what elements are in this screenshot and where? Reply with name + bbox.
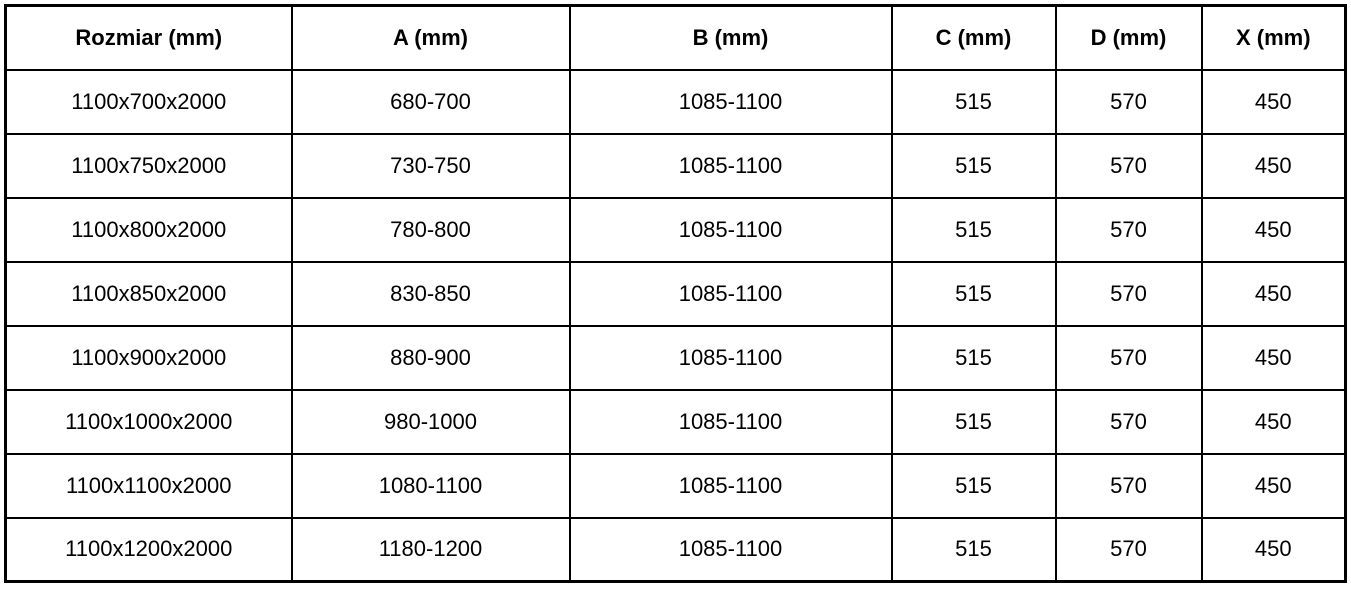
table-row: 1100x1200x2000 1180-1200 1085-1100 515 570 45… xyxy=(4,516,1347,583)
table-cell: 570 xyxy=(1054,260,1203,327)
table-cell: 450 xyxy=(1200,516,1347,583)
table-row: 1100x800x2000 780-800 1085-1100 515 570 450 xyxy=(4,196,1347,263)
table-cell: 570 xyxy=(1054,516,1203,583)
column-header-a-mm: A (mm) xyxy=(290,4,571,71)
table-cell: 1085-1100 xyxy=(568,516,893,583)
table-cell: 570 xyxy=(1054,324,1203,391)
table-cell: 450 xyxy=(1200,324,1347,391)
table-row: 1100x1000x2000 980-1000 1085-1100 515 570 450 xyxy=(4,388,1347,455)
table-cell: 1085-1100 xyxy=(568,132,893,199)
table-row: 1100x700x2000 680-700 1085-1100 515 570 450 xyxy=(4,68,1347,135)
size-specification-table: Rozmiar (mm) A (mm) B (mm) C (mm) D (mm) X (m… xyxy=(4,4,1347,583)
table-cell: 515 xyxy=(890,516,1057,583)
table-cell: 450 xyxy=(1200,132,1347,199)
table-cell: 570 xyxy=(1054,68,1203,135)
table-cell: 570 xyxy=(1054,132,1203,199)
table-cell: 1100x800x2000 xyxy=(4,196,293,263)
table-cell: 515 xyxy=(890,132,1057,199)
column-header-d-mm: D (mm) xyxy=(1054,4,1203,71)
table-cell: 515 xyxy=(890,452,1057,519)
table-cell: 780-800 xyxy=(290,196,571,263)
table-cell: 515 xyxy=(890,260,1057,327)
table-cell: 450 xyxy=(1200,68,1347,135)
table-cell: 1100x1100x2000 xyxy=(4,452,293,519)
table-cell: 1085-1100 xyxy=(568,324,893,391)
table-cell: 1100x1200x2000 xyxy=(4,516,293,583)
table-cell: 515 xyxy=(890,324,1057,391)
table-row: 1100x900x2000 880-900 1085-1100 515 570 450 xyxy=(4,324,1347,391)
table-cell: 450 xyxy=(1200,452,1347,519)
table-cell: 1085-1100 xyxy=(568,196,893,263)
table-cell: 1085-1100 xyxy=(568,260,893,327)
table-cell: 1080-1100 xyxy=(290,452,571,519)
table-cell: 515 xyxy=(890,388,1057,455)
table-cell: 1085-1100 xyxy=(568,388,893,455)
column-header-rozmiar-mm: Rozmiar (mm) xyxy=(4,4,293,71)
table-row: 1100x1100x2000 1080-1100 1085-1100 515 570 45… xyxy=(4,452,1347,519)
table-cell: 450 xyxy=(1200,196,1347,263)
table-cell: 1100x700x2000 xyxy=(4,68,293,135)
column-header-x-mm: X (mm) xyxy=(1200,4,1347,71)
table-cell: 1085-1100 xyxy=(568,452,893,519)
table-cell: 1100x850x2000 xyxy=(4,260,293,327)
table-cell: 570 xyxy=(1054,388,1203,455)
table-cell: 880-900 xyxy=(290,324,571,391)
table-cell: 1085-1100 xyxy=(568,68,893,135)
table-cell: 1100x900x2000 xyxy=(4,324,293,391)
table-cell: 570 xyxy=(1054,452,1203,519)
table-cell: 515 xyxy=(890,196,1057,263)
table-cell: 730-750 xyxy=(290,132,571,199)
table-cell: 830-850 xyxy=(290,260,571,327)
table-cell: 1180-1200 xyxy=(290,516,571,583)
table-cell: 570 xyxy=(1054,196,1203,263)
table-cell: 1100x1000x2000 xyxy=(4,388,293,455)
table-row: 1100x850x2000 830-850 1085-1100 515 570 450 xyxy=(4,260,1347,327)
table-cell: 450 xyxy=(1200,388,1347,455)
table-cell: 680-700 xyxy=(290,68,571,135)
table-row: 1100x750x2000 730-750 1085-1100 515 570 450 xyxy=(4,132,1347,199)
table-cell: 450 xyxy=(1200,260,1347,327)
header-row: Rozmiar (mm) A (mm) B (mm) C (mm) D (mm) X (m… xyxy=(4,4,1347,71)
column-header-b-mm: B (mm) xyxy=(568,4,893,71)
table-cell: 515 xyxy=(890,68,1057,135)
table-cell: 980-1000 xyxy=(290,388,571,455)
table-cell: 1100x750x2000 xyxy=(4,132,293,199)
column-header-c-mm: C (mm) xyxy=(890,4,1057,71)
